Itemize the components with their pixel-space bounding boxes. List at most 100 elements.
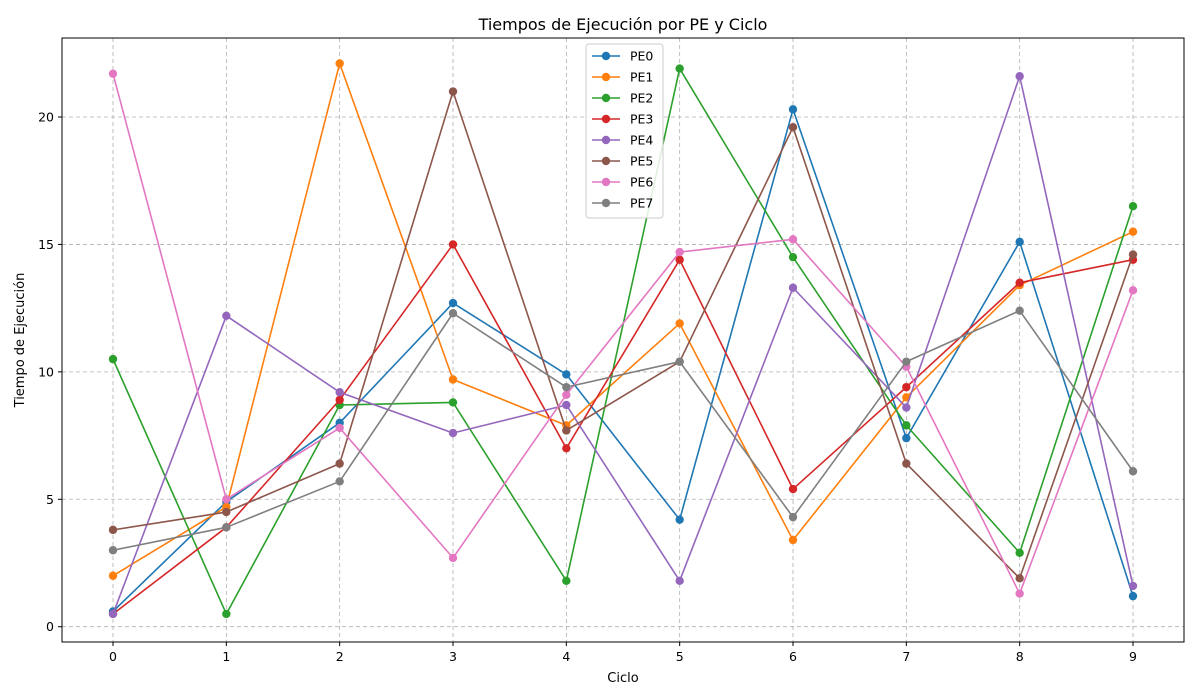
data-point [902,421,911,430]
data-point [222,507,231,517]
series-line-pe0 [112,108,1134,612]
legend-marker [601,93,611,103]
plot-frame [61,37,1185,643]
data-point [108,69,118,78]
data-point [1015,237,1024,247]
data-point [335,59,344,68]
series-pe6 [108,69,1138,598]
data-point [1128,250,1138,259]
legend-item-pe6: PE6 [592,175,653,190]
data-point [108,609,118,619]
data-point [1015,72,1024,81]
data-point [222,495,231,504]
data-point [335,459,344,468]
data-point [108,546,118,555]
x-tick-label: 9 [1129,649,1137,664]
series-line-pe6 [112,73,1134,595]
data-point [675,247,684,257]
data-point [108,525,118,535]
legend-label: PE0 [630,49,653,64]
data-point [448,375,458,384]
data-point [902,403,911,412]
legend-marker [601,114,611,124]
legend-label: PE3 [630,112,653,127]
data-point [788,512,798,522]
axes: 0 1 2 3 4 5 6 7 8 9 0 5 10 15 20 [38,37,1185,664]
legend-label: PE5 [630,154,653,169]
data-point [902,357,911,366]
series-line-pe4 [112,75,1134,615]
legend-marker [601,177,611,187]
data-point [562,382,571,392]
data-point [788,105,798,114]
data-point [562,400,571,410]
data-point [448,240,458,249]
data-point [788,235,798,244]
data-point [675,319,684,328]
x-tick-label: 3 [449,649,457,664]
x-tick-label: 0 [109,649,117,664]
x-tick-label: 7 [902,649,910,664]
legend-marker [601,156,611,166]
series-pe4 [108,72,1138,619]
data-point [448,553,458,563]
series-pe7 [108,306,1138,555]
data-point [335,395,344,405]
data-point [1015,589,1024,598]
data-point [788,252,798,262]
data-point [335,477,344,486]
legend-item-pe3: PE3 [592,112,653,127]
data-point [108,571,118,580]
data-point [788,484,798,494]
legend-marker [601,135,611,145]
data-point [222,523,231,532]
data-point [335,388,344,397]
x-tick-label: 6 [789,649,797,664]
data-point [1015,548,1024,558]
y-tick-label: 20 [38,110,54,125]
data-point [788,122,798,132]
data-point [1128,581,1138,591]
legend-marker [601,72,611,82]
legend-box [585,43,664,219]
legend-marker [601,51,611,61]
series-line-pe5 [112,90,1134,580]
series-pe5 [108,87,1138,583]
data-point [675,255,684,264]
data-point [675,515,684,524]
data-point [448,309,458,318]
data-point [1128,202,1138,211]
data-point [675,64,684,73]
legend-label: PE1 [630,70,653,85]
data-point [788,283,798,292]
data-point [562,444,571,453]
legend-item-pe1: PE1 [592,70,653,85]
x-axis-label: Ciclo [607,671,638,686]
data-point [788,535,798,545]
data-point [222,609,231,619]
data-point [448,298,458,308]
data-point [1015,574,1024,583]
y-tick-label: 5 [46,492,54,507]
legend: PE0 PE1 PE2 PE3 PE4 PE5 PE6 PE7 [585,43,664,219]
data-point [562,370,571,379]
data-point [902,433,911,443]
data-point [562,426,571,435]
series-group [108,59,1138,619]
chart-title: Tiempos de Ejecución por PE y Ciclo [478,15,768,34]
x-tick-label: 5 [676,649,684,664]
y-axis-label: Tiempo de Ejecución [13,273,28,409]
data-point [1128,467,1138,476]
legend-marker [601,198,611,208]
x-tick-label: 4 [562,649,570,664]
data-point [902,382,911,392]
data-point [1015,278,1024,287]
data-point [562,390,571,399]
y-tick-label: 15 [38,237,54,252]
legend-item-pe5: PE5 [592,154,653,169]
x-tick-label: 1 [222,649,230,664]
legend-label: PE7 [630,196,653,211]
data-point [448,398,458,407]
data-point [222,311,231,320]
